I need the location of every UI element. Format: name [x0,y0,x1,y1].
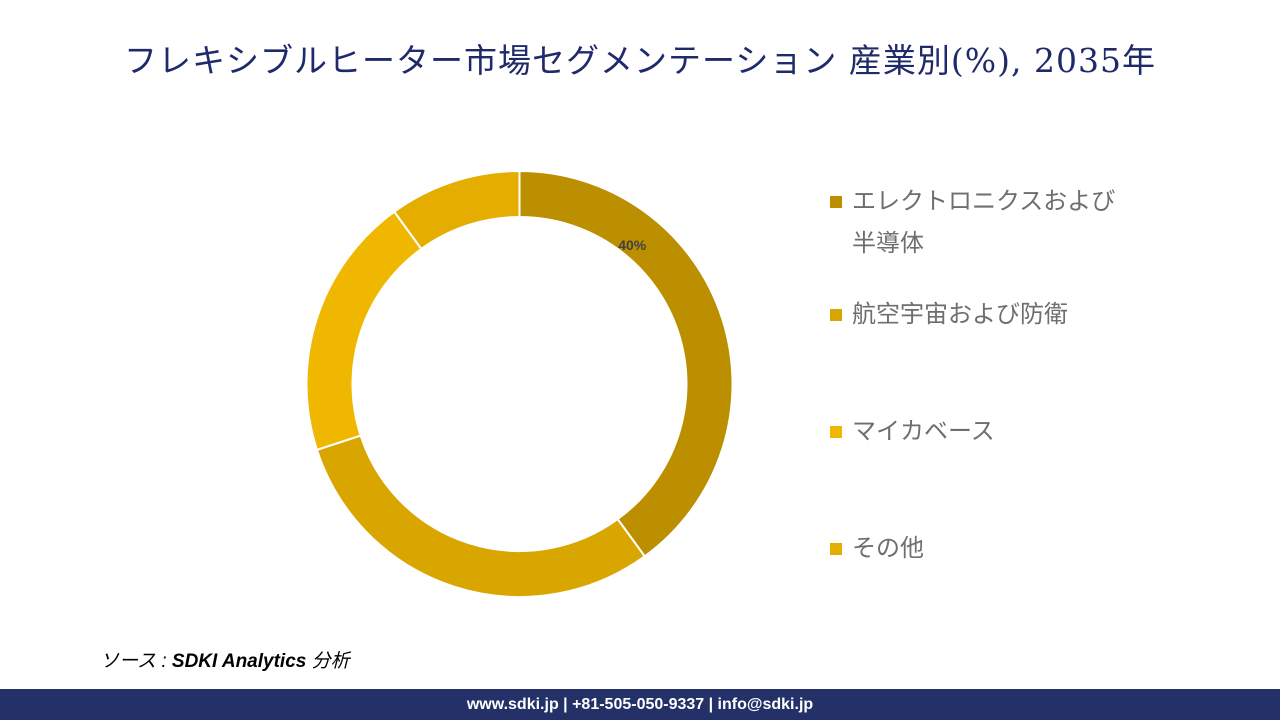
legend-swatch [830,543,842,555]
data-label: 40% [618,237,647,253]
source-name: SDKI Analytics [171,651,307,672]
legend-label: マイカベース [852,417,995,445]
source-note: ソース : SDKI Analytics 分析 [100,646,350,673]
donut-slice [392,169,521,251]
donut-slice [305,210,423,452]
donut-slice [518,169,734,558]
donut-slice [315,434,647,598]
chart-title: フレキシブルヒーター市場セグメンテーション 産業別(%), 2035年 [124,41,1156,80]
legend-label: エレクトロニクスおよび半導体 [852,187,1116,257]
legend-swatch [830,309,842,321]
source-suffix: 分析 [306,651,350,672]
legend-swatch [830,196,842,208]
source-prefix: ソース : [100,651,172,672]
footer-contact: www.sdki.jp | +81-505-050-9337 | info@sd… [0,689,1280,720]
legend-label: 航空宇宙および防衛 [852,300,1068,328]
legend-item: マイカベース [828,410,1118,452]
legend-swatch [830,426,842,438]
legend-item: 航空宇宙および防衛 [828,293,1118,335]
legend-item: その他 [828,527,1118,569]
legend-item: エレクトロニクスおよび半導体 [828,180,1118,264]
legend-label: その他 [852,534,924,562]
